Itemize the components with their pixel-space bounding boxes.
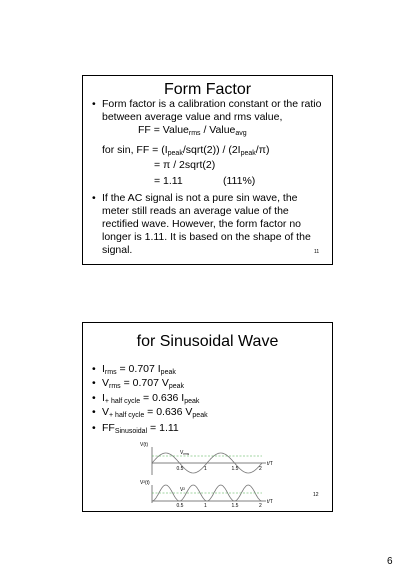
text: V [102, 377, 110, 389]
text-line: FF = Valuerms / Valueavg [138, 124, 318, 137]
text: = 0.636 V [144, 406, 193, 418]
line-label: Vrms [180, 450, 189, 456]
text: / Value [200, 124, 236, 136]
tick-label: 0.5 [177, 503, 184, 509]
text-line: (111%) [223, 175, 283, 188]
bullet: • [92, 406, 96, 418]
tick-label: 1 [204, 466, 207, 472]
text: for sin, FF = (I [102, 144, 168, 156]
subscript: peak [240, 150, 256, 157]
tick-label: 1 [204, 503, 207, 509]
text: /sqrt(2)) / (2I [182, 144, 241, 156]
axis-label: t/T [267, 461, 273, 467]
subscript: + half cycle [109, 412, 145, 419]
axis-label: V(t) [140, 442, 148, 448]
text: /π) [255, 144, 270, 156]
axis-label: t/T [267, 499, 273, 505]
text-line: • FFSinusoidal = 1.11 [92, 422, 322, 435]
bullet: • [92, 192, 96, 204]
text: Form factor is a calibration constant or… [102, 98, 322, 123]
text: (111%) [223, 175, 256, 187]
slide-title: Form Factor [163, 81, 252, 98]
subscript: rms [109, 383, 121, 390]
text: FF [102, 422, 115, 434]
bullet: • [92, 392, 96, 404]
text-line: • I+ half cycle = 0.636 Ipeak [92, 392, 322, 405]
text: If the AC signal is not a pure sin wave,… [102, 192, 311, 256]
tick-label: 1.5 [232, 503, 239, 509]
text: = 0.707 V [120, 377, 169, 389]
curve [151, 452, 263, 474]
text: = π / 2sqrt(2) [154, 159, 216, 171]
subscript: + half cycle [104, 398, 141, 405]
tick-label: 0.5 [177, 466, 184, 472]
bullet: • [92, 377, 96, 389]
text-line: • Vrms = 0.707 Vpeak [92, 377, 322, 390]
tick-label: 2 [259, 466, 262, 472]
bullet: • [92, 98, 96, 110]
line-label: V² [180, 487, 185, 493]
subscript: peak [192, 412, 208, 419]
subscript: avg [235, 130, 247, 137]
text-line: • Form factor is a calibration constant o… [92, 98, 322, 124]
slide: for Sinusoidal Wave 12 • Irms = 0.707 Ipeak… [82, 322, 333, 512]
subscript: peak [168, 383, 185, 390]
page-number: 6 [387, 556, 393, 567]
slide: Form Factor 11 • Form factor is a calibrati… [82, 75, 333, 265]
slide-number: 12 [313, 492, 319, 498]
text: I [102, 392, 105, 404]
subscript: rms [183, 452, 189, 456]
text: = 1.11 [147, 422, 179, 434]
text: = 0.707 I [116, 363, 161, 375]
curve [151, 484, 263, 502]
slide-title: for Sinusoidal Wave [136, 333, 279, 350]
text: = 0.636 I [140, 392, 185, 404]
tick-label: 2 [259, 503, 262, 509]
text-line: = 1.11 [154, 175, 214, 188]
subscript: rms [188, 130, 201, 137]
subscript: peak [184, 398, 200, 405]
text-line: • Irms = 0.707 Ipeak [92, 363, 322, 376]
figure: V(t) Vrms t/T 0.5 1 1.5 2 V²(t) V² t/T 0.5 1 1.5 2 [140, 442, 273, 509]
text-line: for sin, FF = (Ipeak/sqrt(2)) / (2Ipeak/… [102, 144, 327, 157]
text: V [102, 406, 110, 418]
tick-label: 1.5 [232, 466, 239, 472]
subscript: rms [104, 369, 117, 376]
text-line: • V+ half cycle = 0.636 Vpeak [92, 406, 322, 419]
subscript: peak [160, 369, 176, 376]
text: I [102, 363, 105, 375]
subscript: Sinusoidal [114, 428, 148, 435]
text-line: • If the AC signal is not a pure sin wave… [92, 192, 317, 257]
text: = 1.11 [154, 175, 183, 187]
text-line: = π / 2sqrt(2) [154, 159, 304, 172]
slide-number: 11 [314, 249, 320, 255]
axis-label: V²(t) [140, 480, 150, 486]
text: FF = Value [138, 124, 189, 136]
bullet: • [92, 363, 96, 375]
bullet: • [92, 422, 96, 434]
subscript: peak [167, 150, 183, 157]
